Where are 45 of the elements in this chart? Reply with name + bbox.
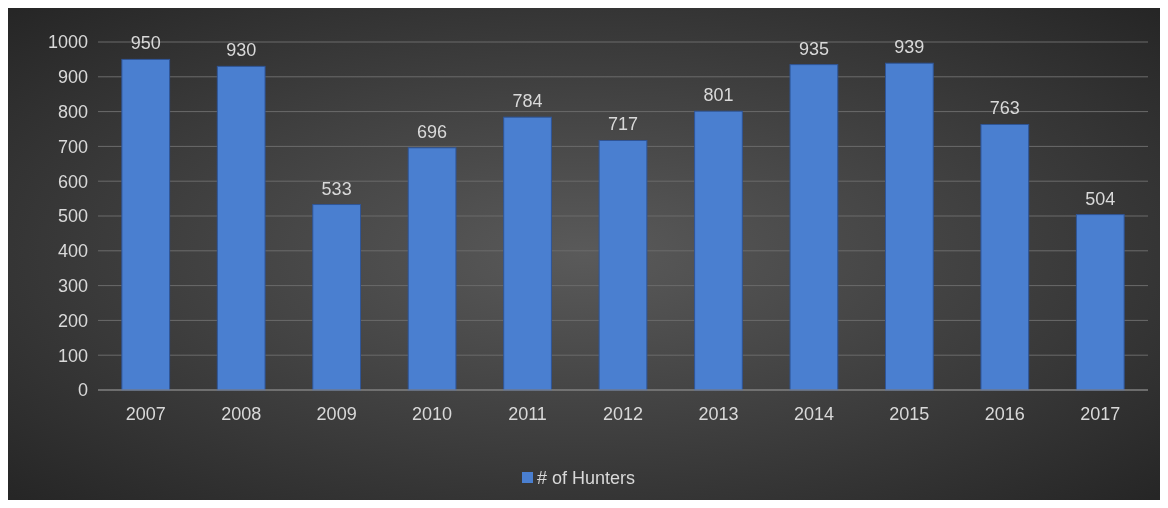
bar [503, 116, 552, 391]
data-label: 717 [607, 114, 639, 135]
x-tick-label: 2014 [793, 404, 834, 424]
data-label: 935 [798, 38, 829, 59]
bar [312, 204, 361, 391]
bar [121, 58, 171, 391]
x-tick-label: 2012 [602, 404, 644, 424]
x-tick-label: 2013 [698, 404, 739, 424]
bar [885, 62, 934, 391]
y-tick-label: 600 [57, 171, 88, 192]
data-label: 696 [417, 121, 448, 142]
y-tick-label: 800 [57, 101, 88, 122]
x-tick-label: 2016 [984, 404, 1025, 424]
x-tick-label: 2007 [125, 404, 166, 424]
bar [789, 64, 839, 391]
y-tick-label: 500 [57, 206, 88, 227]
y-tick-label: 900 [57, 67, 88, 88]
bar [1075, 214, 1125, 391]
bar [980, 123, 1030, 391]
bar [598, 139, 648, 391]
x-tick-label: 2011 [508, 404, 547, 424]
x-tick-label: 2015 [889, 404, 930, 424]
y-tick-label: 0 [77, 380, 88, 401]
x-tick-label: 2017 [1080, 404, 1121, 424]
y-tick-label: 100 [57, 345, 88, 366]
bar [694, 110, 743, 391]
y-tick-label: 300 [57, 275, 88, 296]
data-label: 784 [512, 91, 543, 112]
y-tick-label: 200 [57, 310, 88, 331]
x-tick-label: 2009 [316, 404, 357, 424]
data-label: 763 [989, 98, 1020, 119]
data-label: 950 [130, 33, 161, 54]
y-tick-label: 700 [57, 136, 88, 157]
bar [407, 147, 457, 391]
data-label: 930 [226, 40, 257, 61]
bar [216, 65, 266, 391]
data-label: 533 [321, 178, 352, 199]
data-label: 801 [703, 85, 734, 106]
data-label: 504 [1085, 188, 1116, 209]
text: # of Hunters [537, 468, 636, 489]
x-tick-label: 2008 [221, 404, 262, 424]
y-tick-label: 1000 [47, 32, 88, 53]
data-label: 939 [894, 37, 925, 58]
x-tick-label: 2010 [412, 404, 453, 424]
y-tick-label: 400 [57, 241, 88, 262]
